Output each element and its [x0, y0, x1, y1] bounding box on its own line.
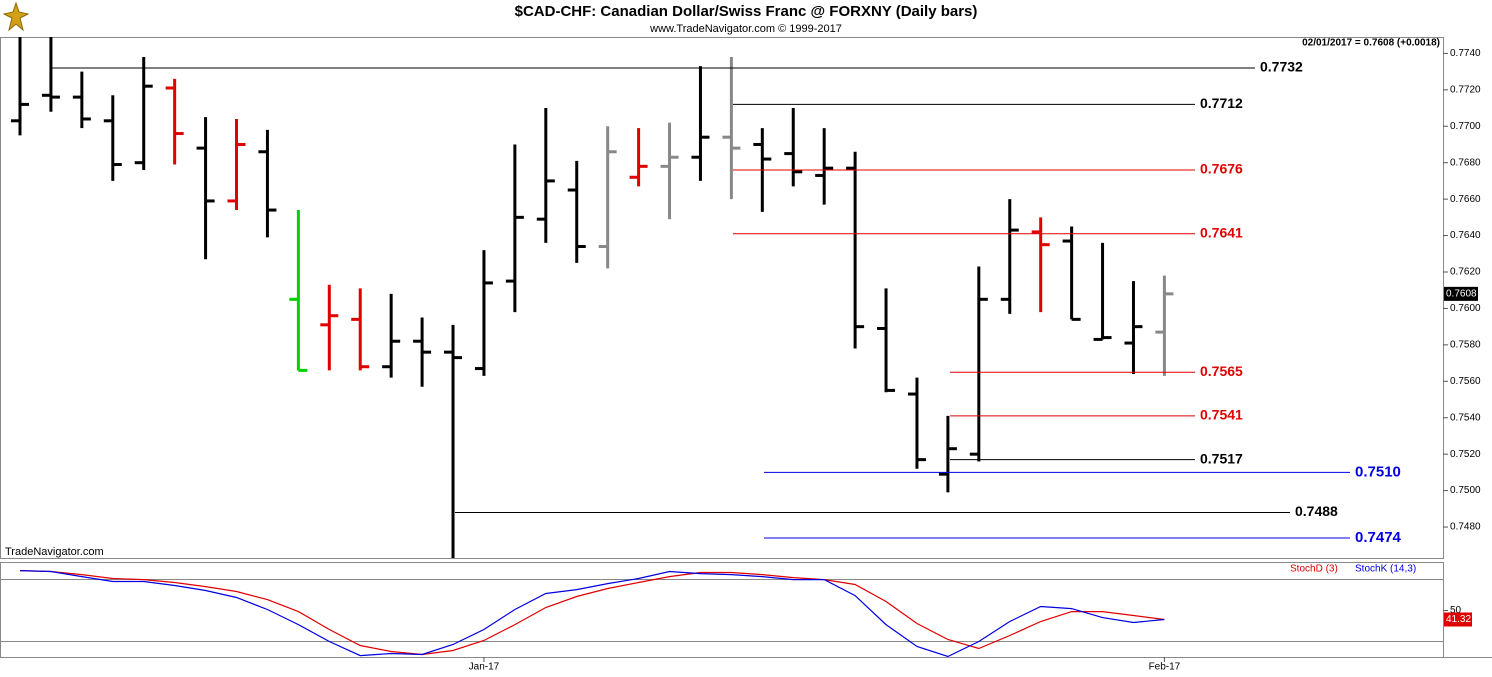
- x-tick-label: Feb-17: [1149, 662, 1181, 673]
- y-tick-label: 0.7740: [1450, 48, 1481, 59]
- y-tick-label: 0.7720: [1450, 84, 1481, 95]
- chart-subtitle: www.TradeNavigator.com © 1999-2017: [649, 23, 842, 35]
- last-value-box: [1444, 612, 1472, 627]
- level-label: 0.7517: [1200, 450, 1243, 466]
- chart-title: $CAD-CHF: Canadian Dollar/Swiss Franc @ …: [515, 3, 978, 20]
- last-value-label: 41.32: [1446, 614, 1471, 625]
- watermark: TradeNavigator.com: [5, 546, 104, 558]
- legend-entry: StochK (14,3): [1355, 564, 1416, 575]
- level-label: 0.7712: [1200, 95, 1243, 111]
- y-tick-label: 0.7560: [1450, 376, 1481, 387]
- level-label: 0.7541: [1200, 407, 1243, 423]
- y-tick-label: 0.7520: [1450, 449, 1481, 460]
- y-tick-label: 0.7500: [1450, 485, 1481, 496]
- level-label: 0.7510: [1355, 463, 1401, 480]
- y-tick-label: 0.7580: [1450, 340, 1481, 351]
- level-label: 0.7641: [1200, 224, 1243, 240]
- legend-entry: StochD (3): [1290, 564, 1338, 575]
- x-tick-label: Jan-17: [469, 662, 500, 673]
- stoch-area: [19, 570, 1165, 657]
- stoch-line: [19, 570, 1165, 657]
- level-label: 0.7488: [1295, 503, 1338, 519]
- plot-area: [11, 37, 1174, 558]
- last-value-box: [1444, 286, 1478, 301]
- y-tick-label: 0.7640: [1450, 230, 1481, 241]
- level-label: 0.7565: [1200, 363, 1243, 379]
- y-tick-label: 0.7620: [1450, 267, 1481, 278]
- y-tick-label: 50: [1450, 605, 1462, 616]
- y-tick-label: 0.7660: [1450, 194, 1481, 205]
- y-tick-label: 0.7480: [1450, 522, 1481, 533]
- last-value-label: 0.7608: [1446, 288, 1477, 299]
- y-tick-label: 0.7540: [1450, 412, 1481, 423]
- level-label: 0.7676: [1200, 161, 1243, 177]
- y-tick-label: 0.7600: [1450, 303, 1481, 314]
- main-panel: [0, 37, 1444, 559]
- level-label: 0.7474: [1355, 529, 1402, 546]
- annotation: 02/01/2017 = 0.7608 (+0.0018): [1302, 38, 1440, 49]
- level-label: 0.7732: [1260, 59, 1303, 75]
- stoch-line: [19, 570, 1165, 656]
- y-tick-label: 0.7700: [1450, 121, 1481, 132]
- y-tick-label: 0.7680: [1450, 157, 1481, 168]
- logo: [2, 1, 30, 32]
